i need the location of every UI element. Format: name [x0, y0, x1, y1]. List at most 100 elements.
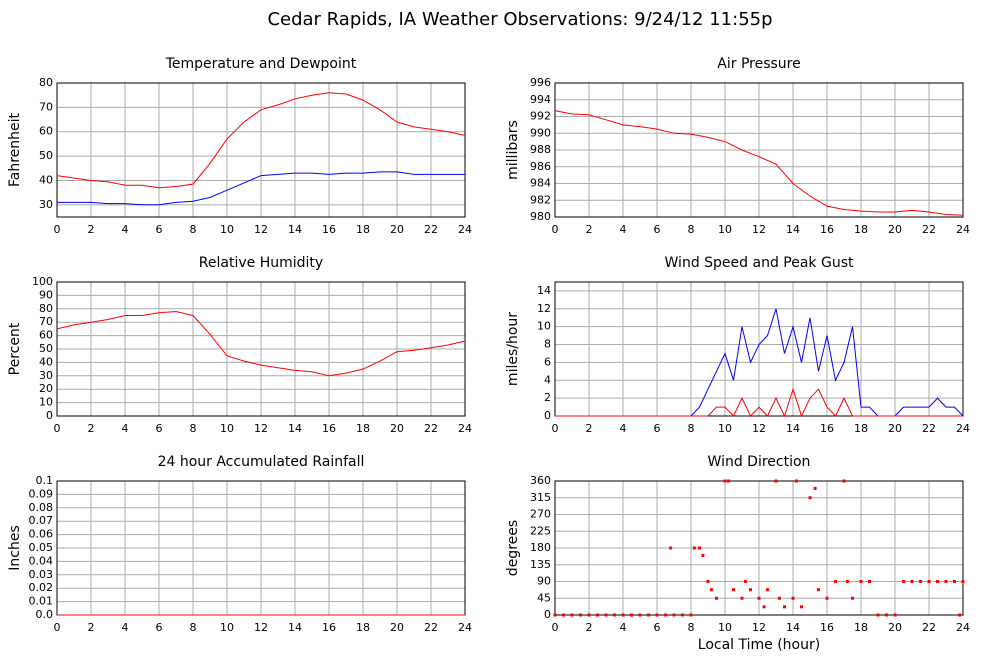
- x-tick-label: 12: [254, 621, 268, 634]
- data-point: [800, 605, 803, 609]
- x-tick-label: 20: [888, 621, 902, 634]
- y-tick-label: 20: [39, 382, 53, 395]
- plot-border: [56, 82, 466, 218]
- y-tick-label: 990: [530, 126, 551, 139]
- x-tick-label: 24: [956, 621, 970, 634]
- data-point: [845, 580, 849, 583]
- data-point: [762, 605, 766, 609]
- x-tick-label: 16: [820, 223, 834, 236]
- y-tick-label: 984: [530, 177, 551, 190]
- x-tick-label: 2: [88, 621, 95, 634]
- x-tick-label: 14: [786, 223, 800, 236]
- data-point: [842, 479, 846, 483]
- data-point: [868, 580, 871, 583]
- y-axis-label: Percent: [7, 322, 23, 375]
- data-point: [825, 596, 829, 600]
- data-point: [715, 596, 718, 600]
- data-point: [859, 580, 863, 583]
- data-point: [817, 588, 820, 592]
- x-tick-label: 4: [122, 223, 129, 236]
- x-tick-label: 6: [654, 422, 661, 435]
- data-point: [723, 479, 727, 483]
- y-tick-label: 30: [39, 369, 53, 382]
- x-tick-label: 24: [458, 223, 472, 236]
- y-tick-label: 270: [530, 508, 551, 521]
- y-tick-label: 12: [537, 302, 551, 315]
- x-tick-label: 18: [854, 422, 868, 435]
- y-axis-label: miles/hour: [505, 312, 521, 386]
- chart-title: Wind Speed and Peak Gust: [665, 255, 854, 271]
- y-axis-label: degrees: [505, 520, 521, 576]
- data-point: [757, 596, 761, 600]
- y-tick-label: 60: [39, 125, 53, 138]
- data-point: [698, 546, 701, 550]
- data-point: [689, 613, 693, 617]
- x-tick-label: 16: [820, 422, 834, 435]
- y-tick-label: 0.0: [36, 608, 54, 621]
- page-title: Cedar Rapids, IA Weather Observations: 9…: [267, 9, 772, 30]
- data-point: [813, 486, 817, 490]
- x-tick-label: 24: [956, 223, 970, 236]
- data-point: [655, 613, 659, 617]
- data-point: [706, 580, 710, 583]
- x-tick-label: 8: [190, 422, 197, 435]
- data-point: [774, 479, 778, 483]
- y-tick-label: 994: [530, 93, 551, 106]
- y-tick-label: 315: [530, 491, 551, 504]
- y-tick-label: 0.01: [29, 595, 54, 608]
- x-tick-label: 8: [688, 422, 695, 435]
- x-tick-label: 8: [688, 223, 695, 236]
- x-tick-label: 6: [156, 422, 163, 435]
- data-point: [621, 613, 625, 617]
- data-point: [726, 479, 730, 483]
- data-point: [961, 580, 965, 583]
- y-tick-label: 0.1: [36, 474, 54, 487]
- x-tick-label: 20: [390, 621, 404, 634]
- data-point: [638, 613, 642, 617]
- x-tick-label: 6: [654, 621, 661, 634]
- data-point: [587, 613, 591, 617]
- y-tick-label: 0.02: [29, 581, 54, 594]
- data-point: [936, 580, 939, 583]
- x-tick-label: 2: [88, 422, 95, 435]
- data-point: [766, 588, 769, 592]
- x-tick-label: 18: [356, 621, 370, 634]
- x-tick-label: 12: [752, 422, 766, 435]
- x-tick-label: 22: [424, 422, 438, 435]
- y-tick-label: 980: [530, 210, 551, 223]
- y-tick-label: 0.05: [29, 541, 54, 554]
- y-tick-label: 40: [39, 173, 53, 186]
- y-axis-label: Fahrenheit: [7, 112, 23, 187]
- y-tick-label: 90: [39, 288, 53, 301]
- x-tick-label: 24: [458, 621, 472, 634]
- y-tick-label: 70: [39, 100, 53, 113]
- y-tick-label: 70: [39, 315, 53, 328]
- data-point: [958, 613, 962, 617]
- x-tick-label: 0: [54, 223, 61, 236]
- data-line: [56, 310, 466, 377]
- y-tick-label: 80: [39, 302, 53, 315]
- plot-border: [56, 281, 466, 417]
- y-tick-label: 982: [530, 193, 551, 206]
- x-tick-label: 2: [586, 223, 593, 236]
- x-tick-label: 14: [288, 422, 302, 435]
- x-tick-label: 20: [888, 422, 902, 435]
- x-tick-label: 6: [156, 621, 163, 634]
- plot-border: [554, 82, 964, 218]
- data-point: [740, 596, 744, 600]
- data-point: [613, 613, 616, 617]
- x-tick-label: 18: [356, 422, 370, 435]
- x-tick-label: 14: [786, 422, 800, 435]
- x-tick-label: 2: [586, 422, 593, 435]
- y-tick-label: 40: [39, 355, 53, 368]
- x-tick-label: 18: [854, 621, 868, 634]
- x-tick-label: 10: [220, 223, 234, 236]
- data-point: [851, 596, 854, 600]
- y-tick-label: 8: [544, 338, 551, 351]
- data-point: [919, 580, 922, 583]
- data-point: [562, 613, 565, 617]
- data-point: [794, 479, 798, 483]
- y-tick-label: 100: [32, 275, 53, 288]
- data-line: [555, 387, 963, 418]
- y-tick-label: 0: [544, 608, 551, 621]
